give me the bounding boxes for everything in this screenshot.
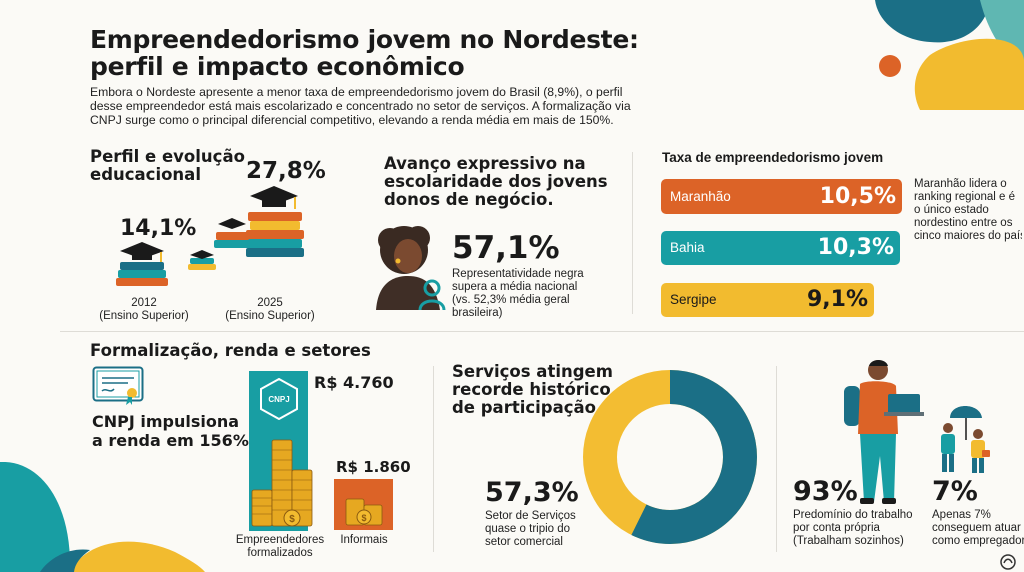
- own-account-value: 93%: [793, 476, 858, 507]
- rate-heading: Taxa de empreendedorismo jovem: [662, 150, 884, 165]
- books-stack-icon: [214, 186, 304, 257]
- education-label-2012: 2012 (Ensino Superior): [99, 297, 189, 322]
- section-divider: [60, 331, 1024, 332]
- formal-heading: Formalização, renda e setores: [90, 341, 371, 360]
- rate-bar-maranhao: Maranhão 10,5%: [661, 179, 902, 214]
- decorative-shapes-bottom-left: [0, 462, 205, 572]
- schooling-heading: Avanço expressivo na escolaridade dos jo…: [384, 154, 608, 209]
- svg-text:$: $: [289, 514, 295, 525]
- own-account-caption: Predomínio do trabalho por conta própria…: [793, 509, 913, 547]
- coin-stacks-formal-icon: $: [251, 439, 313, 527]
- page-title-line-2: perfil e impacto econômico: [90, 52, 465, 81]
- page-title-line-1: Empreendedorismo jovem no Nordeste:: [90, 25, 639, 54]
- certificate-icon: [92, 366, 144, 405]
- books-small-icon: [188, 250, 216, 270]
- cnpj-text: CNPJ impulsiona a renda em 156%.: [92, 412, 255, 450]
- person-avatar-icon: [376, 226, 446, 311]
- employer-caption: Apenas 7% conseguem atuar como empregado…: [932, 509, 1024, 547]
- services-value: 57,3%: [485, 477, 579, 508]
- employer-umbrella-icon: [941, 406, 990, 473]
- rate-bar-sergipe: Sergipe 9,1%: [661, 283, 874, 317]
- cnpj-badge-icon: CNPJ: [260, 378, 298, 420]
- donut-services-segment: [583, 370, 757, 544]
- schooling-caption: Representatividade negra supera a média …: [452, 268, 584, 319]
- divider-bottom-1: [433, 366, 434, 552]
- services-donut-chart: [583, 370, 757, 544]
- logo-icon: [1000, 554, 1016, 570]
- schooling-value: 57,1%: [452, 230, 560, 266]
- education-label-2025: 2025 (Ensino Superior): [225, 297, 315, 322]
- coin-stack-informal-icon: $: [345, 498, 383, 526]
- informal-label: Informais: [340, 534, 388, 546]
- rate-bar-bahia: Bahia 10,3%: [661, 231, 900, 265]
- divider-top: [632, 152, 633, 314]
- formal-label: Empreendedores formalizados: [235, 534, 325, 559]
- intro-paragraph: Embora o Nordeste apresente a menor taxa…: [90, 85, 631, 127]
- employer-value: 7%: [932, 476, 978, 507]
- cnpj-badge-label: CNPJ: [268, 395, 289, 404]
- svg-text:$: $: [361, 513, 366, 523]
- books-graduation-cap-icon: [116, 242, 168, 286]
- informal-income-value: R$ 1.860: [336, 458, 411, 476]
- decorative-shapes-top-right: [875, 0, 1024, 110]
- formal-income-value: R$ 4.760: [314, 373, 394, 392]
- education-value-2012: 14,1%: [120, 216, 197, 241]
- services-caption: Setor de Serviços quase o tripio do seto…: [485, 510, 576, 548]
- education-heading: Perfil e evolução educacional: [90, 147, 245, 184]
- education-value-2025: 27,8%: [246, 158, 326, 184]
- person-laptop-icon: [844, 360, 924, 504]
- services-heading: Serviços atingem recorde histórico de pa…: [452, 362, 613, 417]
- divider-bottom-2: [776, 366, 777, 552]
- rate-note: Maranhão lidera o ranking regional e é o…: [914, 178, 1022, 242]
